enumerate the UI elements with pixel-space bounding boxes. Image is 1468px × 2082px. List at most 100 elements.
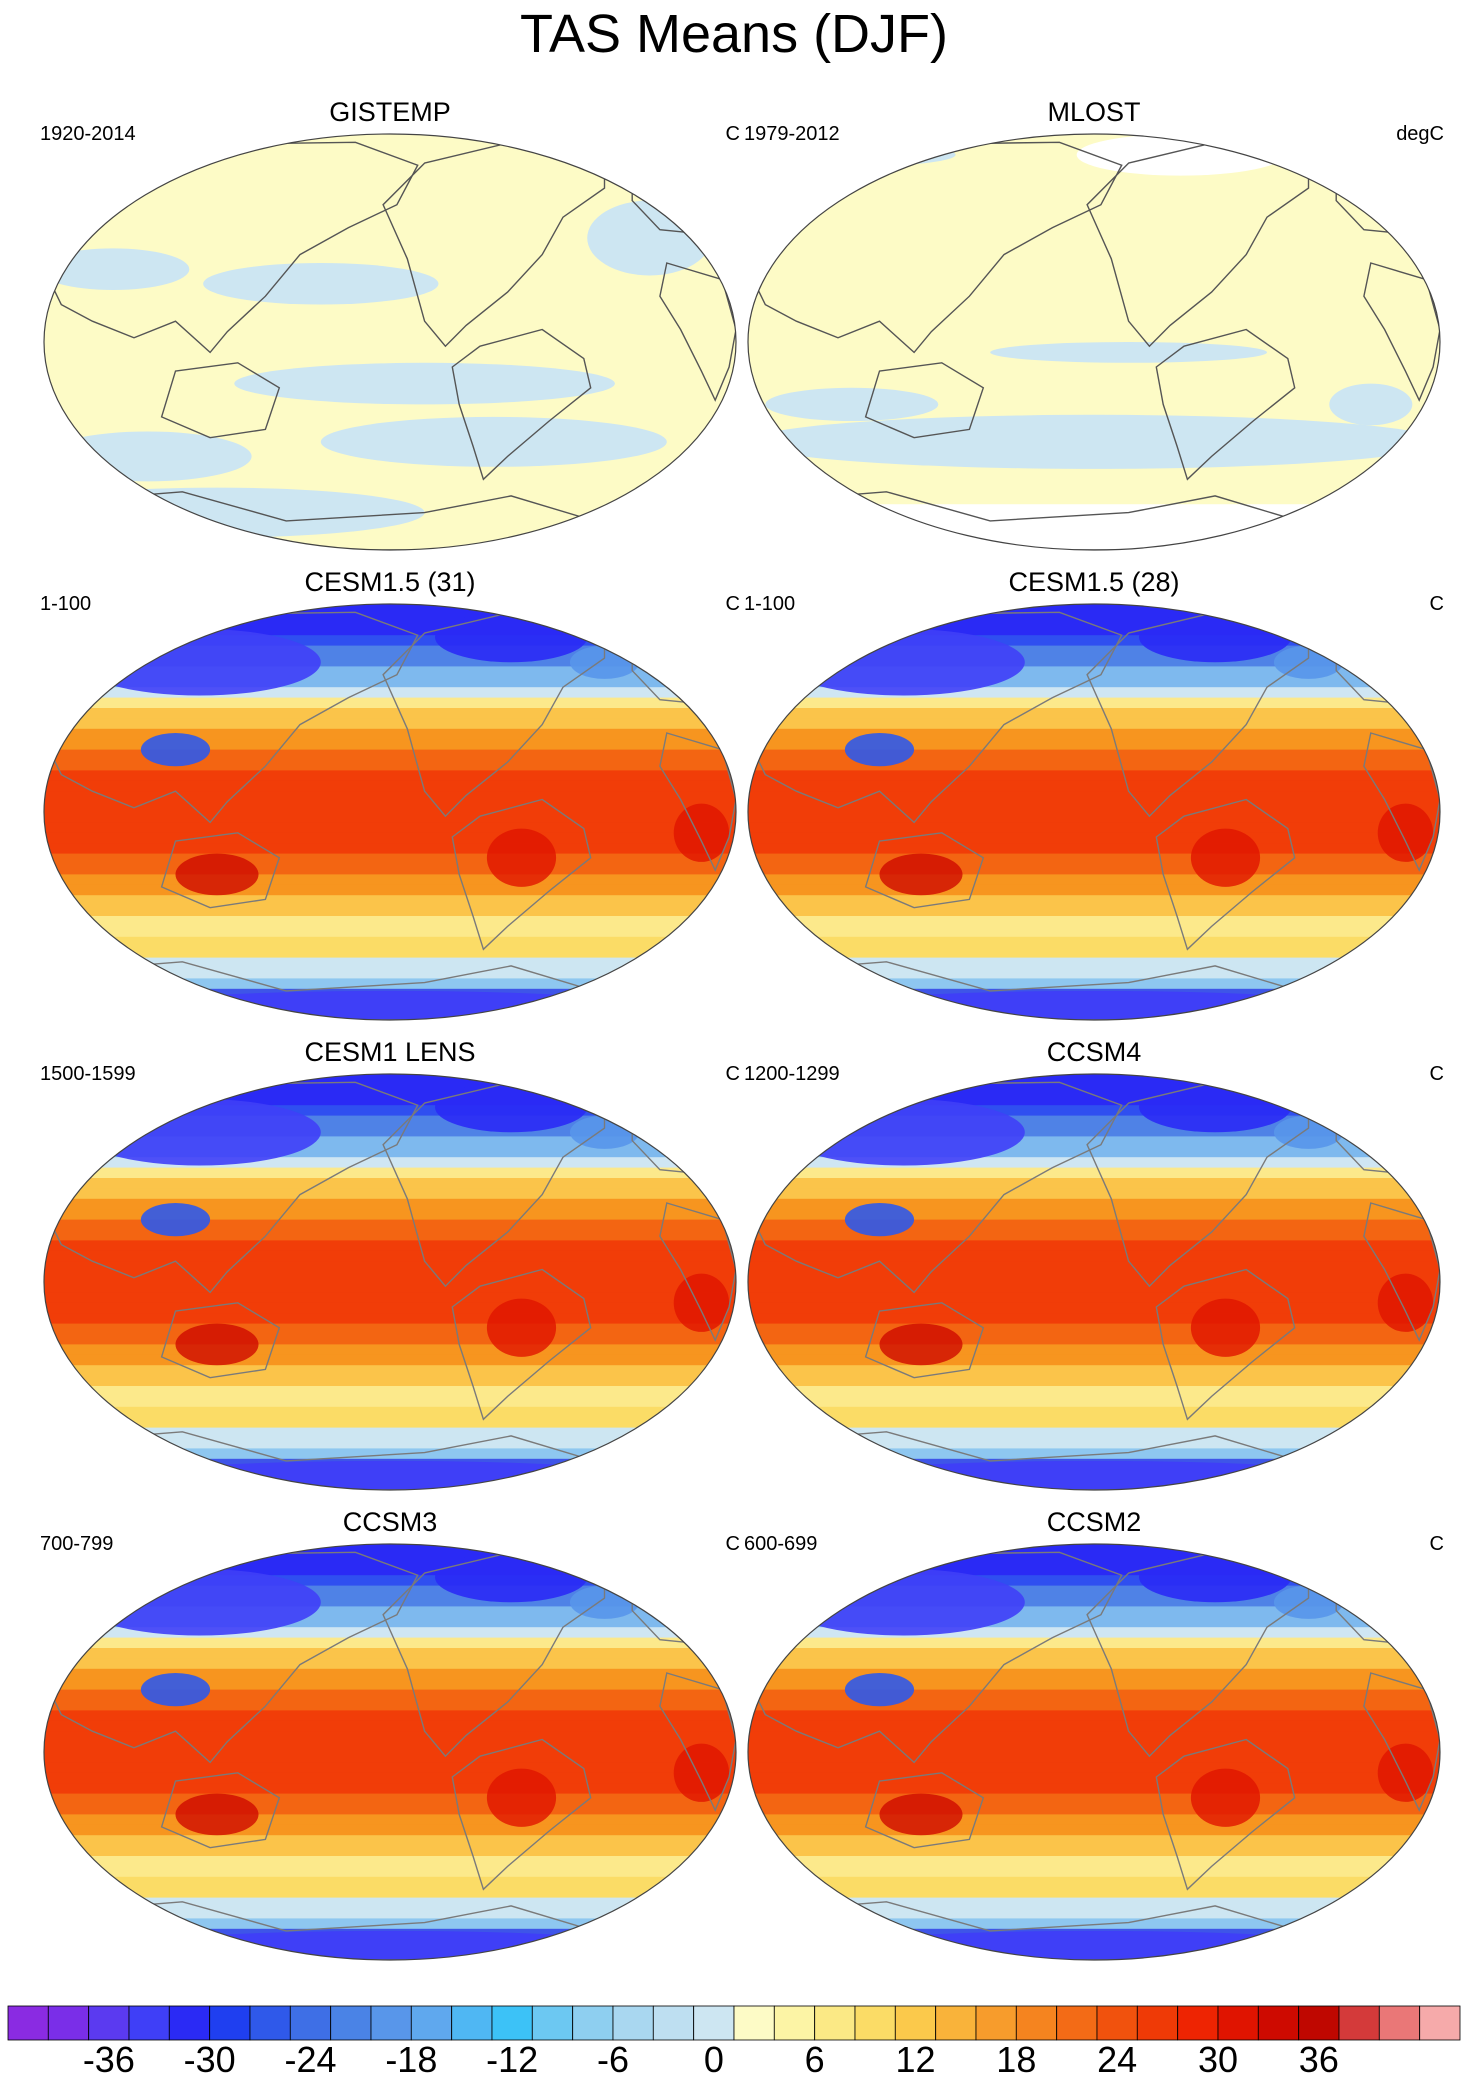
temperature-band bbox=[44, 884, 736, 897]
temperature-band bbox=[44, 708, 736, 720]
panel-cesm1-lens: CESM1 LENS 1500-1599 C bbox=[40, 1036, 740, 1494]
map-border bbox=[43, 1073, 737, 1491]
temperature-band bbox=[44, 1679, 736, 1691]
temperature-band bbox=[44, 1544, 736, 1556]
temperature-band bbox=[748, 697, 1440, 709]
map-border bbox=[747, 1543, 1441, 1961]
colorbar-swatch bbox=[1177, 2005, 1219, 2041]
temperature-band bbox=[44, 1094, 736, 1107]
temperature-band bbox=[748, 1876, 1440, 1889]
temperature-band bbox=[44, 936, 736, 949]
colorbar-swatch bbox=[1257, 2005, 1300, 2041]
temperature-band bbox=[748, 1835, 1440, 1847]
antarctic-cold-region bbox=[95, 1460, 685, 1490]
warm-region bbox=[673, 1743, 730, 1802]
temperature-band bbox=[748, 645, 1440, 657]
temperature-band bbox=[44, 1146, 736, 1159]
coastline-antarctica bbox=[780, 1901, 1391, 1960]
temperature-band bbox=[748, 1668, 1440, 1681]
coastline-asia bbox=[748, 611, 1123, 824]
temperature-band bbox=[748, 1752, 1440, 1764]
temperature-band bbox=[748, 656, 1440, 668]
colorbar-swatch bbox=[168, 2005, 211, 2041]
temperature-band bbox=[44, 1793, 736, 1805]
temperature-band bbox=[748, 1375, 1440, 1387]
coastline-australia bbox=[160, 362, 281, 439]
field-anomaly-negative bbox=[44, 248, 190, 290]
cold-region bbox=[140, 1202, 211, 1237]
panel-units: C bbox=[725, 1063, 740, 1085]
temperature-band bbox=[748, 874, 1440, 886]
temperature-band bbox=[748, 1554, 1440, 1566]
temperature-band bbox=[44, 1856, 736, 1868]
temperature-band bbox=[748, 1658, 1440, 1670]
temperature-band bbox=[44, 1710, 736, 1722]
temperature-band bbox=[748, 968, 1440, 980]
panel-title: CESM1.5 (31) bbox=[304, 567, 476, 597]
temperature-band bbox=[44, 1074, 736, 1086]
temperature-band bbox=[44, 1668, 736, 1681]
cold-region bbox=[434, 1552, 588, 1603]
coastline-australia bbox=[160, 1302, 281, 1379]
coastline-samerica bbox=[451, 1268, 592, 1421]
temperature-band bbox=[748, 1219, 1440, 1231]
coastline-antarctica bbox=[780, 491, 1391, 550]
temperature-band bbox=[44, 1648, 736, 1660]
panel-units: C bbox=[725, 593, 740, 615]
temperature-band bbox=[748, 1427, 1440, 1439]
temperature-band bbox=[748, 1115, 1440, 1127]
coastline-samerica bbox=[451, 1738, 592, 1891]
temperature-band bbox=[748, 1544, 1440, 1556]
temperature-band bbox=[44, 1596, 736, 1608]
warm-region bbox=[175, 1323, 259, 1366]
temperature-band bbox=[748, 1845, 1440, 1857]
panel-title: CCSM2 bbox=[1046, 1507, 1142, 1537]
world-map bbox=[747, 603, 1441, 1021]
temperature-band bbox=[44, 1731, 736, 1743]
coastline-asia bbox=[748, 1551, 1123, 1764]
temperature-band bbox=[748, 780, 1440, 793]
panel-mlost: MLOST 1979-2012 degC bbox=[744, 96, 1444, 554]
temperature-band bbox=[748, 1648, 1440, 1660]
world-map bbox=[43, 1073, 737, 1491]
field-anomaly-negative bbox=[748, 414, 1440, 469]
temperature-band bbox=[44, 760, 736, 772]
temperature-band bbox=[748, 624, 1440, 637]
coastline-africa bbox=[659, 262, 736, 402]
colorbar-swatch bbox=[693, 2005, 735, 2041]
temperature-band bbox=[44, 1157, 736, 1169]
colorbar-swatch bbox=[1338, 2005, 1380, 2041]
colorbar-swatch bbox=[88, 2005, 130, 2041]
temperature-band bbox=[748, 1772, 1440, 1785]
colorbar-tick-label: 12 bbox=[895, 2039, 936, 2080]
warm-region bbox=[879, 1793, 963, 1836]
colorbar-swatch bbox=[1298, 2005, 1340, 2041]
temperature-band bbox=[44, 1700, 736, 1712]
temperature-band bbox=[748, 905, 1440, 917]
panel-title: MLOST bbox=[1047, 97, 1141, 127]
temperature-band bbox=[748, 936, 1440, 949]
temperature-band bbox=[748, 1188, 1440, 1200]
panel-title: CESM1.5 (28) bbox=[1008, 567, 1180, 597]
temperature-band bbox=[44, 968, 736, 980]
panel-period: 1920-2014 bbox=[40, 123, 136, 145]
temperature-band bbox=[748, 1616, 1440, 1629]
temperature-band bbox=[748, 1313, 1440, 1325]
temperature-band bbox=[748, 739, 1440, 751]
temperature-band bbox=[44, 1417, 736, 1429]
temperature-band bbox=[44, 1365, 736, 1377]
temperature-band bbox=[748, 947, 1440, 959]
temperature-band bbox=[44, 1585, 736, 1597]
temperature-band bbox=[44, 1375, 736, 1387]
temperature-band bbox=[748, 1741, 1440, 1753]
temperature-band bbox=[44, 1752, 736, 1764]
temperature-band bbox=[44, 1897, 736, 1909]
temperature-band bbox=[748, 1866, 1440, 1878]
missing-data-region bbox=[748, 504, 1440, 550]
temperature-band bbox=[44, 1845, 736, 1857]
temperature-band bbox=[44, 1804, 736, 1816]
temperature-band bbox=[748, 666, 1440, 678]
coastline-australia bbox=[864, 832, 985, 909]
temperature-band bbox=[44, 1313, 736, 1325]
temperature-band bbox=[748, 1323, 1440, 1335]
